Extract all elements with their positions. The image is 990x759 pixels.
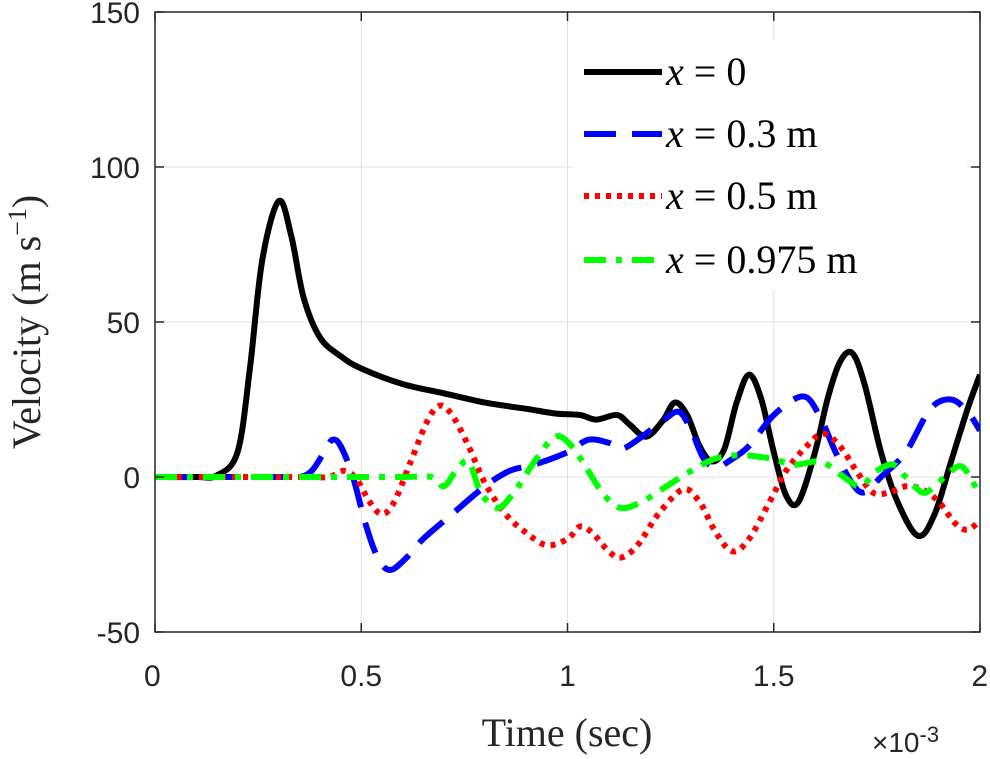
x-axis-exponent-base: ×10 <box>872 727 920 758</box>
legend-label: x = 0.3 m <box>665 111 817 156</box>
x-tick-label: 0 <box>144 660 161 693</box>
x-tick-label: 2 <box>971 660 988 693</box>
legend-label: x = 0 <box>665 49 746 94</box>
legend-label: x = 0.975 m <box>665 237 857 282</box>
y-tick-label: 100 <box>90 152 140 185</box>
y-tick-labels: -50 0 50 100 150 <box>90 0 140 650</box>
series-lines <box>155 197 980 573</box>
y-tick-label: -50 <box>97 617 140 650</box>
series-line-4 <box>155 433 980 512</box>
x-axis-exponent-power: -3 <box>920 722 940 747</box>
legend-box <box>572 40 967 290</box>
legend-label: x = 0.5 m <box>665 173 817 218</box>
x-tick-labels: 0 0.5 1 1.5 2 <box>144 660 988 693</box>
y-axis-title-main: Velocity (m s <box>4 236 49 449</box>
x-tick-label: 1 <box>559 660 576 693</box>
y-axis-title-close: ) <box>4 195 49 208</box>
y-tick-label: 50 <box>107 307 140 340</box>
y-tick-label: 0 <box>123 462 140 495</box>
y-axis-title: Velocity (m s−1) <box>3 195 49 449</box>
series-line-3 <box>155 402 980 561</box>
legend: x = 0 x = 0.3 m x = 0.5 m x = 0.975 m <box>572 40 967 290</box>
y-tick-label: 150 <box>90 0 140 30</box>
tick-marks <box>154 11 981 633</box>
x-axis-title: Time (sec) <box>482 710 653 755</box>
x-tick-label: 1.5 <box>753 660 795 693</box>
y-axis-title-exponent: −1 <box>3 208 32 236</box>
x-tick-label: 0.5 <box>340 660 382 693</box>
x-axis-exponent: ×10-3 <box>872 722 939 758</box>
